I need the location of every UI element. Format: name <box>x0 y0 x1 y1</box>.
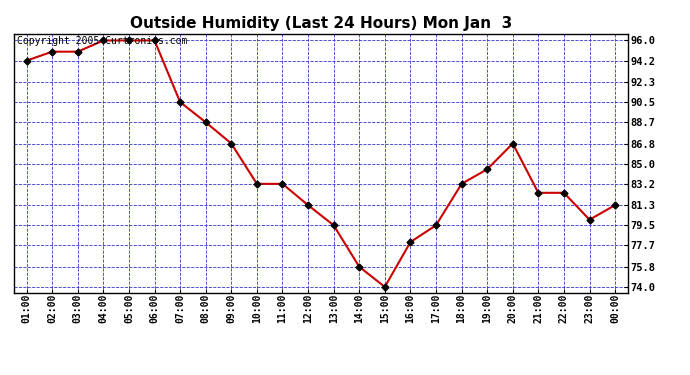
Text: Copyright 2005 Curtronics.com: Copyright 2005 Curtronics.com <box>17 36 187 46</box>
Title: Outside Humidity (Last 24 Hours) Mon Jan  3: Outside Humidity (Last 24 Hours) Mon Jan… <box>130 16 512 31</box>
